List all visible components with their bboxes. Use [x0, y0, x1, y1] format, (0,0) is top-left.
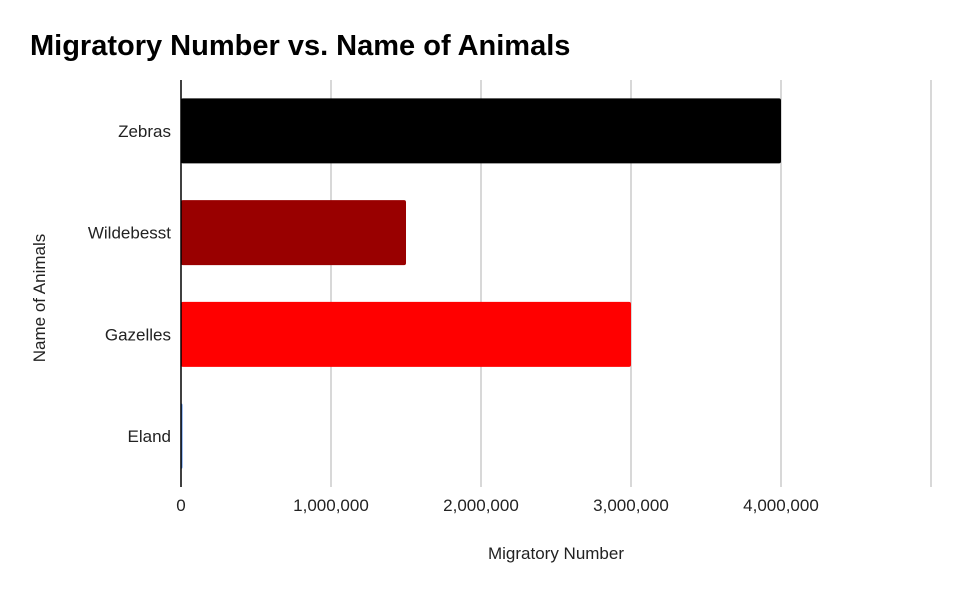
- x-tick-label: 2,000,000: [443, 496, 519, 515]
- x-tick-labels: 0 1,000,000 2,000,000 3,000,000 4,000,000: [176, 496, 819, 515]
- x-tick-label: 1,000,000: [293, 496, 369, 515]
- bars: [181, 98, 781, 469]
- y-tick-label: Eland: [128, 427, 171, 446]
- y-tick-label: Zebras: [118, 122, 171, 141]
- x-tick-label: 0: [176, 496, 185, 515]
- x-axis-title: Migratory Number: [488, 544, 624, 563]
- bar-gazelles: [181, 301, 631, 367]
- x-tick-label: 4,000,000: [743, 496, 819, 515]
- y-tick-label: Wildebesst: [88, 224, 171, 243]
- y-tick-label: Gazelles: [105, 325, 171, 344]
- x-tick-label: 3,000,000: [593, 496, 669, 515]
- bar-wildebesst: [181, 200, 406, 266]
- y-tick-labels: Zebras Wildebesst Gazelles Eland: [88, 122, 171, 446]
- chart-title: Migratory Number vs. Name of Animals: [30, 30, 570, 62]
- bar-zebras: [181, 98, 781, 164]
- y-axis-title: Name of Animals: [30, 234, 49, 363]
